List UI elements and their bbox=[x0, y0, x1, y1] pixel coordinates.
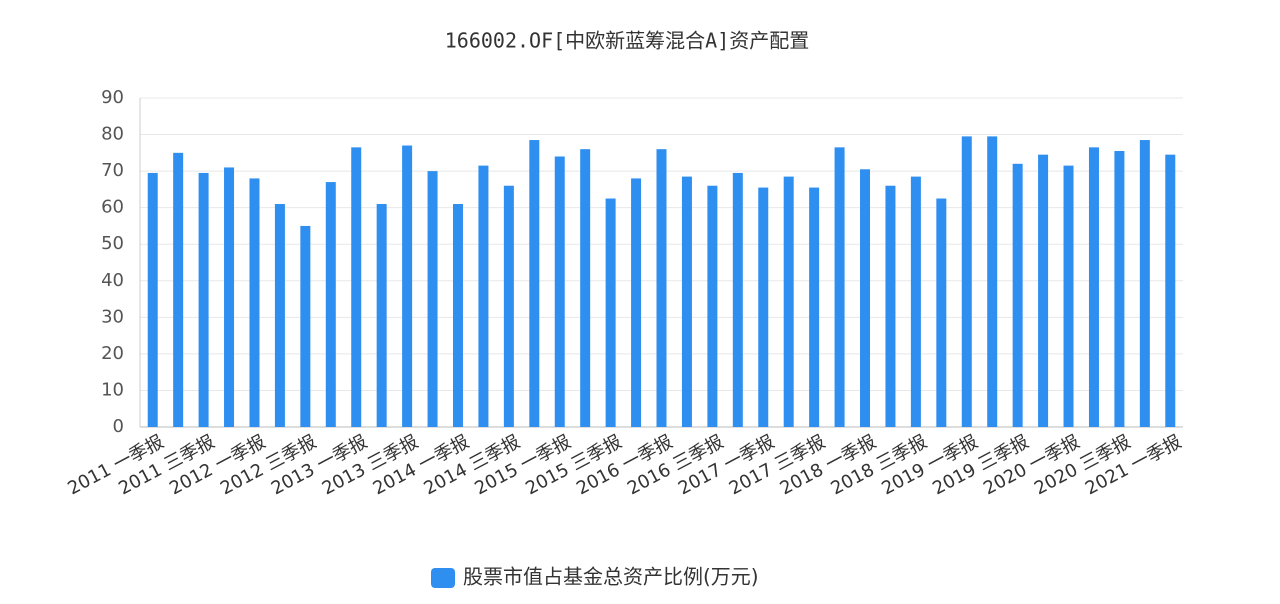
bar bbox=[427, 171, 438, 427]
bar bbox=[452, 204, 463, 427]
bar bbox=[1012, 163, 1023, 428]
y-tick-label: 50 bbox=[101, 233, 124, 254]
bar bbox=[809, 187, 820, 427]
bar bbox=[1114, 151, 1125, 427]
bar bbox=[402, 145, 413, 427]
bar bbox=[656, 149, 667, 427]
bar bbox=[300, 225, 311, 427]
bar bbox=[554, 156, 565, 427]
bar bbox=[376, 204, 387, 427]
bar bbox=[783, 176, 794, 427]
bar bbox=[605, 198, 616, 427]
y-tick-label: 90 bbox=[101, 87, 124, 108]
y-tick-label: 0 bbox=[113, 416, 124, 437]
bar bbox=[987, 136, 998, 427]
bar bbox=[681, 176, 692, 427]
bar bbox=[707, 185, 718, 427]
bar bbox=[529, 140, 540, 428]
bar bbox=[860, 169, 871, 428]
bar bbox=[580, 149, 591, 427]
bar bbox=[1139, 140, 1150, 428]
y-tick-label: 60 bbox=[101, 197, 124, 218]
bar bbox=[758, 187, 769, 427]
y-tick-label: 10 bbox=[101, 379, 124, 400]
bar bbox=[224, 167, 235, 427]
bar bbox=[173, 152, 184, 428]
bar bbox=[198, 172, 209, 427]
bar bbox=[631, 178, 642, 427]
y-tick-label: 40 bbox=[101, 270, 124, 291]
bar bbox=[478, 165, 489, 427]
bar bbox=[885, 185, 896, 427]
bar bbox=[274, 204, 285, 427]
y-tick-label: 20 bbox=[101, 343, 124, 364]
bar bbox=[503, 185, 514, 427]
bar bbox=[732, 172, 743, 427]
bar bbox=[147, 172, 158, 427]
bar bbox=[351, 147, 362, 427]
bar bbox=[910, 176, 921, 427]
y-tick-label: 30 bbox=[101, 306, 124, 327]
bar bbox=[249, 178, 260, 427]
y-tick-label: 70 bbox=[101, 160, 124, 181]
bar bbox=[325, 182, 336, 427]
bar bbox=[1165, 154, 1176, 427]
bar bbox=[834, 147, 845, 427]
bar bbox=[1038, 154, 1049, 427]
bar bbox=[936, 198, 947, 427]
bar bbox=[1063, 165, 1074, 427]
bar bbox=[1088, 147, 1099, 427]
bar bbox=[961, 136, 972, 427]
chart-title: 166002.OF[中欧新蓝筹混合A]资产配置 bbox=[445, 29, 810, 53]
legend-label: 股票市值占基金总资产比例(万元) bbox=[463, 565, 759, 589]
legend-swatch bbox=[431, 568, 455, 588]
y-tick-label: 80 bbox=[101, 124, 124, 145]
